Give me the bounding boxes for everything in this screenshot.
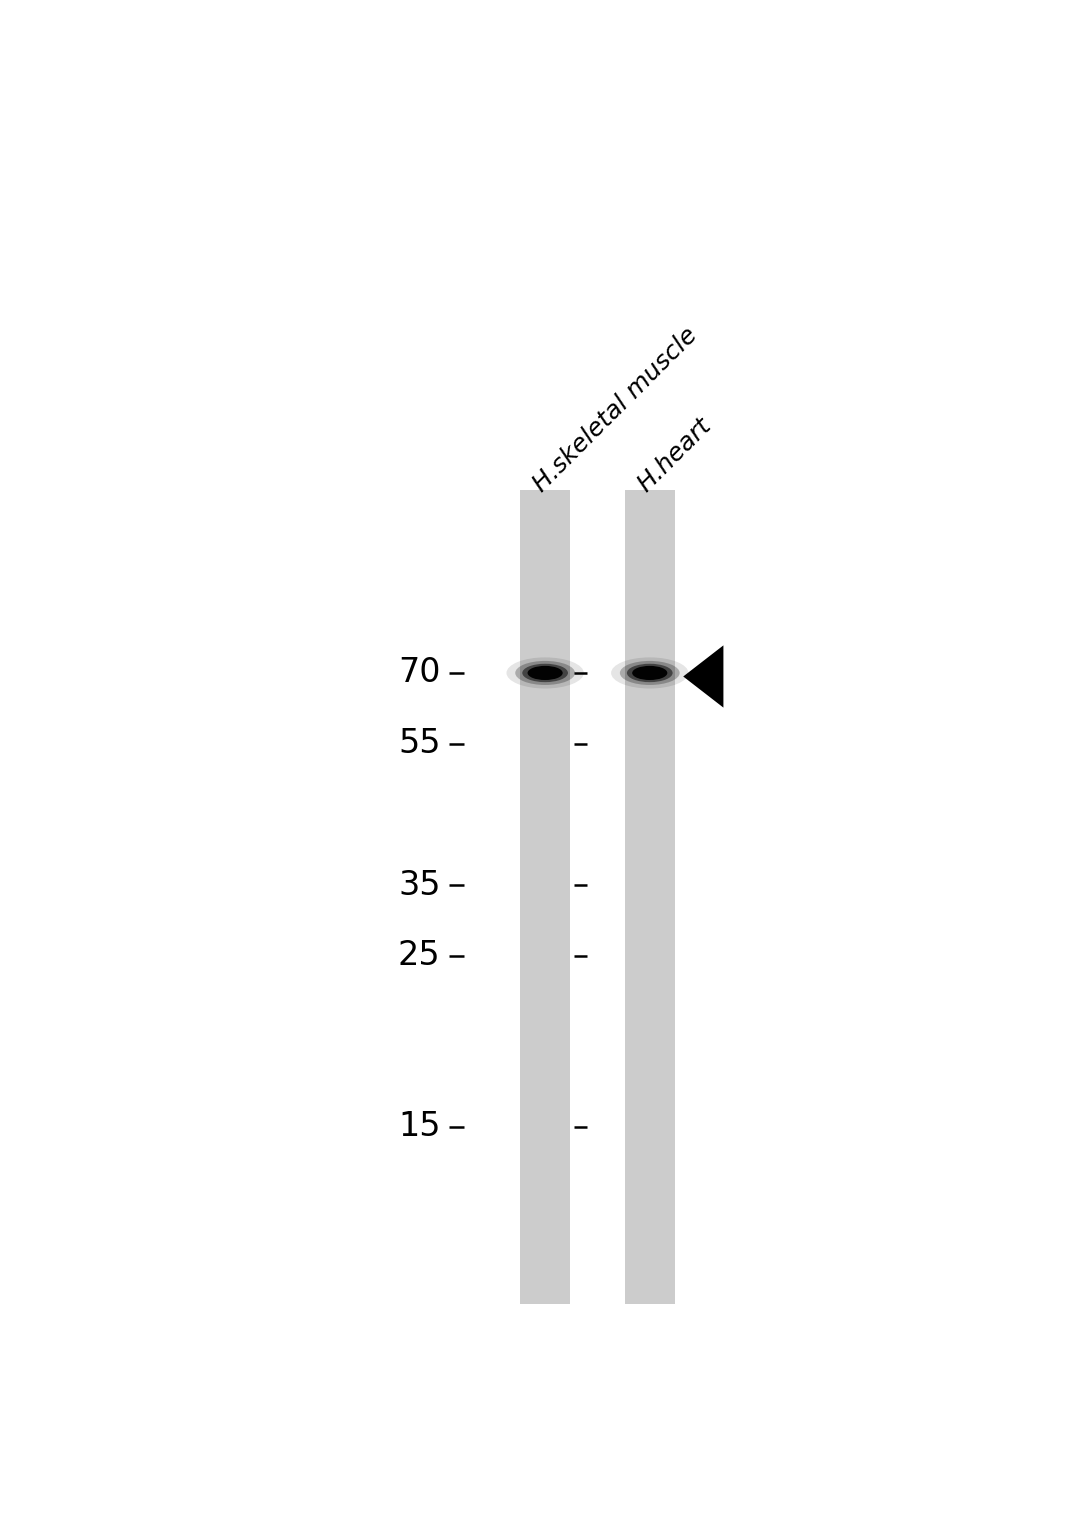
Text: 25: 25 (397, 940, 441, 972)
Ellipse shape (620, 661, 679, 684)
Ellipse shape (626, 664, 673, 683)
Ellipse shape (515, 661, 575, 684)
Polygon shape (684, 646, 724, 707)
Ellipse shape (632, 666, 667, 680)
Text: 15: 15 (399, 1110, 441, 1144)
Text: H.skeletal muscle: H.skeletal muscle (528, 323, 702, 496)
Bar (624, 490, 675, 1304)
Text: H.heart: H.heart (633, 413, 716, 496)
Ellipse shape (507, 657, 584, 689)
Bar (521, 490, 570, 1304)
Text: 55: 55 (399, 727, 441, 761)
Ellipse shape (527, 666, 563, 680)
Text: 70: 70 (399, 657, 441, 689)
Ellipse shape (611, 657, 688, 689)
Ellipse shape (523, 664, 568, 683)
Text: 35: 35 (399, 868, 441, 902)
